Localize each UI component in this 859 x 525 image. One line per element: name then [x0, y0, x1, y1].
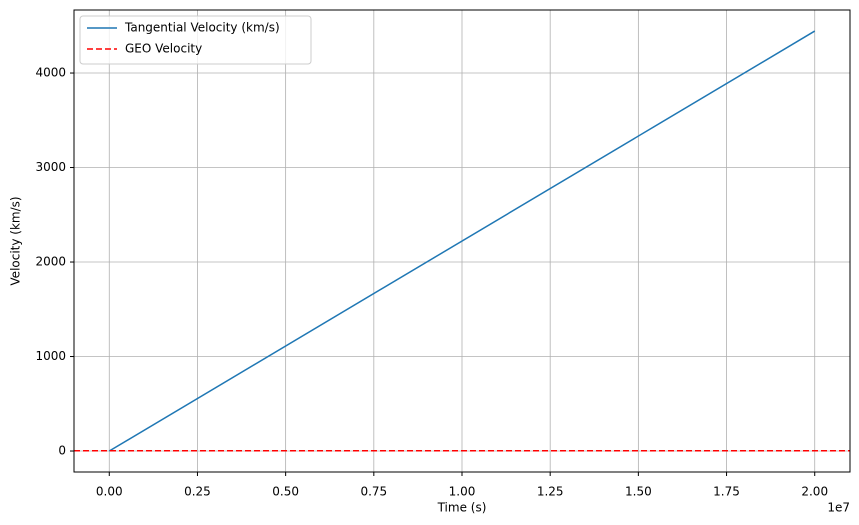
x-tick-label: 1.00 [449, 485, 476, 499]
y-axis-label: Velocity (km/s) [9, 196, 23, 285]
y-tick-label: 2000 [35, 255, 66, 269]
legend: Tangential Velocity (km/s) GEO Velocity [79, 15, 312, 65]
series-line [108, 30, 816, 452]
x-axis-label: Time (s) [437, 501, 487, 515]
x-tick-label: 2.00 [801, 485, 828, 499]
x-tick-label: 0.75 [360, 485, 387, 499]
legend-box [79, 15, 312, 65]
x-tick-label: 0.50 [272, 485, 299, 499]
x-tick-label: 0.25 [184, 485, 211, 499]
plot-lines [74, 30, 850, 452]
y-tick-label: 4000 [35, 66, 66, 80]
x-tick-label: 1.25 [537, 485, 564, 499]
y-tick-label: 1000 [35, 349, 66, 363]
x-tick-label: 1.50 [625, 485, 652, 499]
legend-label: GEO Velocity [125, 42, 202, 56]
grid [74, 10, 850, 472]
x-offset-label: 1e7 [827, 501, 850, 515]
legend-label: Tangential Velocity (km/s) [124, 21, 280, 35]
y-tick-label: 3000 [35, 160, 66, 174]
x-tick-label: 0.00 [96, 485, 123, 499]
x-tick-label: 1.75 [713, 485, 740, 499]
y-tick-label: 0 [58, 444, 66, 458]
